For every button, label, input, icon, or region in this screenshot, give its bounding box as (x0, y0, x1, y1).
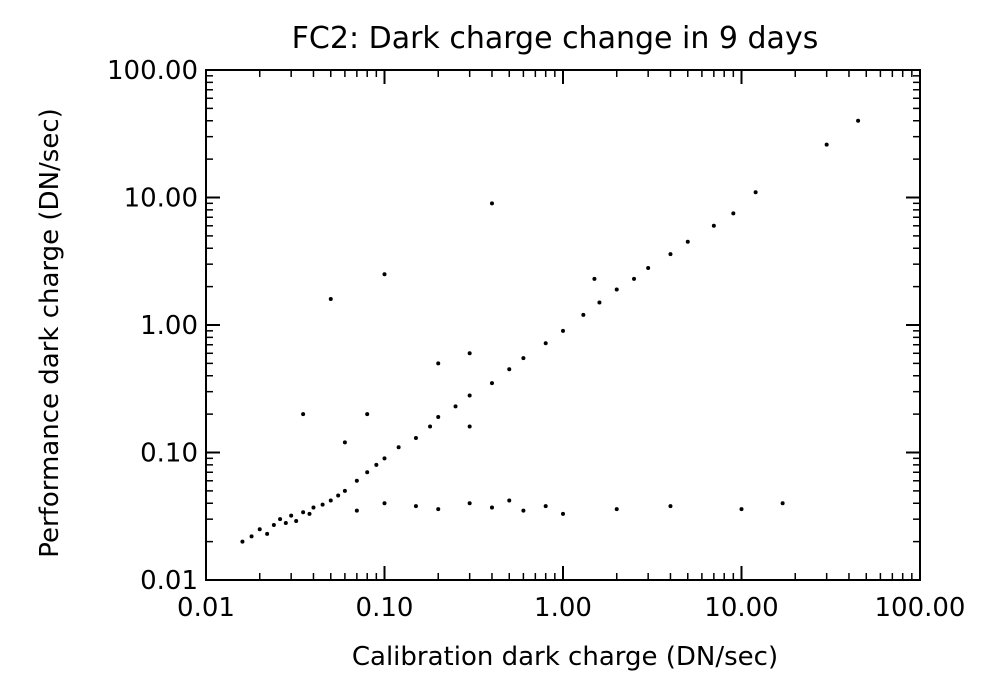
data-point (467, 501, 472, 506)
data-point (249, 534, 254, 539)
data-point (278, 517, 283, 522)
data-point (592, 276, 597, 281)
data-point (614, 507, 619, 512)
x-tick-label: 100.00 (875, 593, 966, 623)
data-point (543, 341, 548, 346)
y-tick-label: 100.00 (107, 56, 198, 86)
y-tick-label: 10.00 (124, 184, 198, 214)
data-point (561, 328, 565, 333)
data-point (289, 513, 294, 518)
data-point (311, 505, 316, 510)
y-tick-label: 1.00 (140, 311, 198, 341)
y-tick-label: 0.01 (140, 566, 198, 596)
data-point (240, 539, 245, 544)
data-point (336, 493, 341, 498)
data-point (753, 190, 758, 195)
x-tick-label: 1.00 (534, 593, 592, 623)
data-point (374, 462, 379, 467)
data-point (301, 510, 306, 515)
data-point (328, 498, 333, 503)
x-tick-label: 10.00 (704, 593, 778, 623)
data-point (711, 223, 716, 228)
data-point (365, 412, 370, 417)
x-tick-label: 0.01 (177, 593, 235, 623)
y-tick-label: 0.10 (140, 439, 198, 469)
x-axis-label: Calibration dark charge (DN/sec) (352, 642, 778, 672)
data-point (489, 505, 494, 510)
data-point (436, 414, 441, 419)
data-point (731, 211, 736, 216)
axis-ticks: 0.01 0.10 1.00 10.00 100.00 0.01 0.10 1.00 10.00… (107, 56, 965, 623)
data-point (382, 272, 387, 277)
data-point (320, 502, 325, 507)
data-point (856, 118, 861, 123)
data-point (328, 296, 333, 301)
data-point (521, 356, 526, 361)
data-point (294, 519, 299, 524)
data-point (632, 276, 637, 281)
data-point (301, 412, 306, 417)
data-point (354, 508, 359, 513)
data-point (342, 488, 347, 493)
data-point (780, 501, 785, 506)
data-point (428, 424, 433, 429)
data-point (257, 527, 262, 532)
data-point (561, 511, 565, 516)
data-point (597, 300, 602, 305)
data-point (668, 252, 673, 257)
data-point (342, 440, 347, 445)
data-points (240, 118, 861, 544)
data-point (307, 511, 312, 516)
data-point (354, 478, 359, 483)
data-point (265, 531, 270, 536)
data-point (685, 239, 690, 244)
y-axis-label: Performance dark charge (DN/sec) (35, 108, 65, 558)
data-point (413, 435, 418, 440)
plot-frame (205, 69, 921, 581)
data-point (489, 381, 494, 386)
data-point (489, 201, 494, 206)
data-point (453, 404, 458, 409)
data-point (467, 393, 472, 398)
data-point (467, 351, 472, 356)
data-point (543, 504, 548, 509)
data-point (507, 498, 512, 503)
data-point (436, 361, 441, 366)
data-point (413, 504, 418, 509)
data-point (365, 470, 370, 475)
data-point (507, 367, 512, 372)
data-point (521, 508, 526, 513)
chart-title: FC2: Dark charge change in 9 days (292, 21, 819, 56)
data-point (581, 312, 586, 317)
x-tick-label: 0.10 (356, 593, 414, 623)
data-point (646, 265, 651, 270)
data-point (396, 445, 401, 450)
data-point (382, 456, 387, 461)
data-point (824, 142, 829, 147)
data-point (283, 520, 288, 525)
data-point (739, 507, 744, 512)
data-point (436, 507, 441, 512)
data-point (467, 424, 472, 429)
data-point (668, 504, 673, 509)
data-point (382, 501, 387, 506)
data-point (271, 523, 276, 528)
data-point (614, 287, 619, 292)
